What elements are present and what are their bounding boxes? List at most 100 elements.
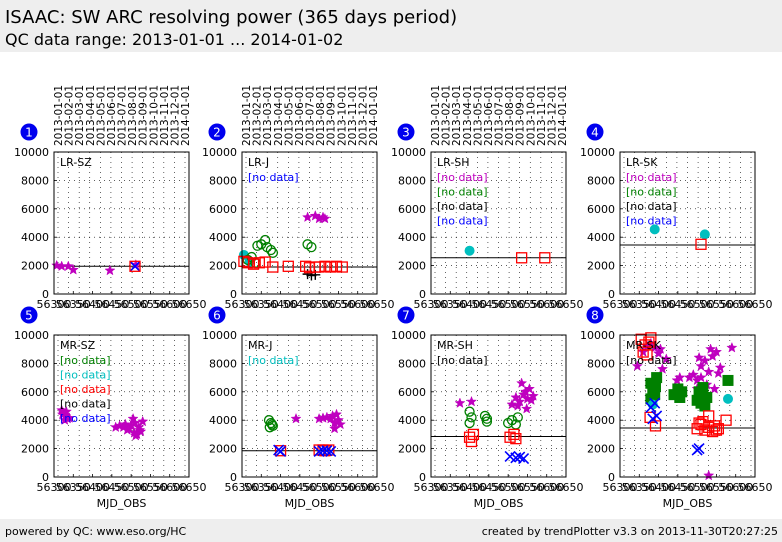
date-label: 2013-01-01 [430,85,442,146]
x-tick-label: 56400 [452,481,487,494]
x-tick-label: 56350 [56,298,91,311]
x-tick-label: 56600 [718,298,753,311]
data-point-square [313,261,325,273]
x-tick-label: 56450 [94,298,129,311]
panel-number: 8 [591,309,599,323]
date-label: 2013-02-01 [64,85,76,146]
y-tick-label: 2000 [21,443,49,456]
data-point-star [514,395,526,407]
y-tick-label: 2000 [21,260,49,273]
date-label: 2013-04-01 [85,85,97,146]
footer-credit: powered by QC: www.eso.org/HC [5,525,187,538]
y-tick-label: 10000 [391,329,426,342]
plot-frame [430,334,567,478]
y-tick-label: 6000 [209,386,237,399]
x-tick-label: 56650 [738,481,773,494]
y-tick-label: 10000 [202,329,237,342]
x-tick-label: 56400 [452,298,487,311]
date-label: 2013-06-01 [294,85,306,146]
panel-label: MR-SK [626,339,662,352]
data-point-square [645,332,657,344]
panel-number-badge [586,123,604,141]
data-point-square [282,260,294,272]
panel-label: LR-SH [437,156,470,169]
data-point-star [516,377,528,389]
data-point-star [128,427,140,438]
y-tick-label: 0 [419,288,426,301]
y-tick-label: 4000 [587,414,615,427]
data-point-square [508,428,520,441]
y-tick-label: 2000 [587,443,615,456]
data-point-square [695,238,707,250]
y-tick-label: 4000 [21,231,49,244]
data-point-star [67,263,79,275]
y-tick-label: 6000 [398,203,426,216]
plots-area: LR-SZ02000400060008000100005630056350564… [14,85,773,510]
y-tick-label: 0 [230,471,237,484]
x-tick-label: 56400 [75,481,110,494]
data-point-square [697,415,709,428]
panel-number: 4 [591,126,599,140]
no-data-label: [no data] [626,200,677,213]
x-tick-label: 56500 [302,298,337,311]
data-point-star [119,418,131,430]
panel-number-badge [397,306,415,324]
data-point-star [693,351,705,363]
y-tick-label: 6000 [209,203,237,216]
y-tick-label: 6000 [21,203,49,216]
footer-generator: created by trendPlotter v3.3 on 2013-11-… [481,525,778,538]
y-tick-label: 4000 [587,231,615,244]
data-point-square [539,252,551,264]
no-data-label: [no data] [437,186,488,199]
data-point-star [328,422,341,434]
data-point-circle [479,410,491,422]
y-tick-label: 10000 [14,146,49,159]
y-tick-label: 4000 [398,414,426,427]
data-point-circle [723,393,733,404]
date-label: 2013-12-01 [169,85,181,146]
data-point-circle [464,417,475,429]
x-tick-label: 56450 [282,481,317,494]
x-tick-label: 56600 [152,481,187,494]
data-point-circle [512,412,523,423]
x-tick-label: 56650 [549,481,584,494]
data-point-square [695,418,707,431]
x-tick-label: 56550 [699,298,734,311]
x-tick-label: 56400 [263,298,298,311]
y-tick-label: 0 [230,288,237,301]
date-label: 2013-12-01 [357,85,369,146]
data-point-square [267,261,279,273]
y-tick-label: 0 [42,471,49,484]
y-tick-label: 4000 [209,414,237,427]
date-label: 2013-07-01 [494,85,506,146]
x-tick-label: 56350 [244,298,279,311]
date-label: 2013-08-01 [127,85,139,146]
x-tick-label: 56500 [491,481,526,494]
date-label: 2013-08-01 [315,85,327,146]
x-tick-label: 56600 [340,298,375,311]
data-point-star [104,264,116,276]
data-point-circle [464,406,475,417]
x-tick-label: 56300 [414,481,449,494]
panel-lr-sz: LR-SZ 0 2000 4000 6000 8000 10000 5630056350564… [14,85,207,311]
date-label: 2013-10-01 [148,85,160,146]
data-point-star [454,397,466,408]
x-tick-label: 56400 [641,481,676,494]
y-tick-label: 10000 [580,329,615,342]
date-label: 2013-01-01 [53,85,65,146]
date-label: 2014-01-01 [557,85,569,146]
plot-frame [241,334,378,478]
x-tick-label: 56300 [37,481,72,494]
data-point-circle [481,416,493,427]
date-label: 2013-02-01 [252,85,264,146]
plot-frame [241,151,378,295]
x-tick-label: 56300 [603,481,638,494]
data-point-star [465,395,478,407]
x-axis-label: MJD_OBS [474,497,524,510]
y-tick-label: 8000 [209,174,237,187]
panel-number-badge [586,306,604,324]
y-tick-label: 4000 [398,231,426,244]
data-point-square [712,423,725,435]
x-tick-label: 56500 [491,298,526,311]
data-point-star [656,363,669,374]
